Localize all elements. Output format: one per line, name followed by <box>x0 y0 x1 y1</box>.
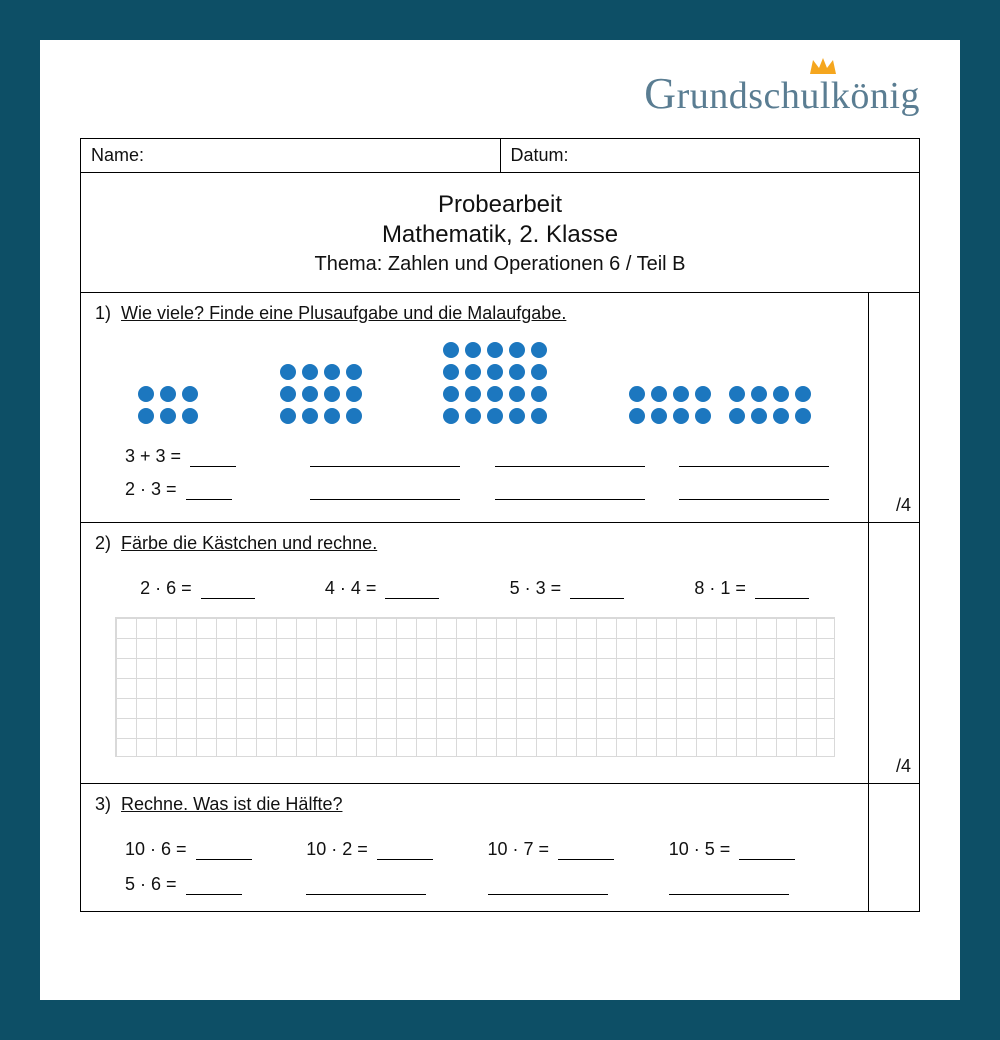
equation-cell[interactable] <box>679 479 844 500</box>
equation-cell[interactable]: 2 · 6 = <box>140 578 255 599</box>
equation-cell[interactable]: 4 · 4 = <box>325 578 440 599</box>
title-line-1: Probearbeit <box>91 191 909 219</box>
coloring-grid[interactable] <box>115 617 835 757</box>
title-line-3: Thema: Zahlen und Operationen 6 / Teil B <box>91 253 909 276</box>
task-2-equations: 2 · 6 = 4 · 4 = 5 · 3 = 8 · 1 = <box>95 572 854 613</box>
equation-cell[interactable]: 8 · 1 = <box>694 578 809 599</box>
equation-cell[interactable]: 10 · 5 = <box>669 839 850 860</box>
equation-cell[interactable]: 5 · 3 = <box>510 578 625 599</box>
title-block: Probearbeit Mathematik, 2. Klasse Thema:… <box>81 173 919 293</box>
dot-array <box>138 386 198 424</box>
equation-cell[interactable] <box>310 446 475 467</box>
equation-cell[interactable]: 3 + 3 = <box>125 446 290 467</box>
equation-cell[interactable] <box>488 874 669 895</box>
task-1-equations: 3 + 3 = 2 · 3 = <box>95 446 854 506</box>
task-1-title: 1) Wie viele? Finde eine Plusaufgabe und… <box>95 303 854 324</box>
worksheet-page: Grundschulkönig Name: Datum: Probearbeit… <box>40 40 960 1000</box>
equation-cell[interactable] <box>679 446 844 467</box>
task-2: 2) Färbe die Kästchen und rechne. 2 · 6 … <box>81 523 919 784</box>
equation-cell[interactable]: 10 · 7 = <box>488 839 669 860</box>
logo-container: Grundschulkönig <box>80 68 920 124</box>
equation-cell[interactable] <box>495 446 660 467</box>
equation-cell[interactable] <box>310 479 475 500</box>
equation-cell[interactable] <box>495 479 660 500</box>
task-2-num: 2) <box>95 533 111 553</box>
task-3-num: 3) <box>95 794 111 814</box>
equation-cell[interactable]: 10 · 2 = <box>306 839 487 860</box>
date-field[interactable]: Datum: <box>501 139 920 172</box>
equation-cell[interactable]: 5 · 6 = <box>125 874 306 895</box>
task-3-equations: 10 · 6 = 10 · 2 = 10 · 7 = 10 · 5 = 5 · … <box>95 833 854 895</box>
dot-groups <box>95 342 854 436</box>
crown-icon <box>808 56 838 76</box>
brand-logo: Grundschulkönig <box>644 68 920 119</box>
task-2-prompt: Färbe die Kästchen und rechne. <box>121 533 377 553</box>
task-2-title: 2) Färbe die Kästchen und rechne. <box>95 533 854 554</box>
task-1-prompt: Wie viele? Finde eine Plusaufgabe und di… <box>121 303 566 323</box>
worksheet-frame: Name: Datum: Probearbeit Mathematik, 2. … <box>80 138 920 912</box>
title-line-2: Mathematik, 2. Klasse <box>91 221 909 249</box>
name-field[interactable]: Name: <box>81 139 501 172</box>
equation-cell[interactable] <box>306 874 487 895</box>
dot-array <box>280 364 362 424</box>
task-3-score <box>869 784 919 911</box>
task-3-title: 3) Rechne. Was ist die Hälfte? <box>95 794 854 815</box>
task-3: 3) Rechne. Was ist die Hälfte? 10 · 6 = … <box>81 784 919 911</box>
equation-cell[interactable] <box>669 874 850 895</box>
dot-array <box>443 342 547 424</box>
task-2-body: 2) Färbe die Kästchen und rechne. 2 · 6 … <box>81 523 869 783</box>
task-3-body: 3) Rechne. Was ist die Hälfte? 10 · 6 = … <box>81 784 869 911</box>
info-row: Name: Datum: <box>81 139 919 173</box>
task-1-num: 1) <box>95 303 111 323</box>
task-1: 1) Wie viele? Finde eine Plusaufgabe und… <box>81 293 919 523</box>
task-1-body: 1) Wie viele? Finde eine Plusaufgabe und… <box>81 293 869 522</box>
equation-cell[interactable]: 2 · 3 = <box>125 479 290 500</box>
dot-array <box>629 386 811 424</box>
equation-cell[interactable]: 10 · 6 = <box>125 839 306 860</box>
task-3-prompt: Rechne. Was ist die Hälfte? <box>121 794 342 814</box>
task-1-score: /4 <box>869 293 919 522</box>
task-2-score: /4 <box>869 523 919 783</box>
